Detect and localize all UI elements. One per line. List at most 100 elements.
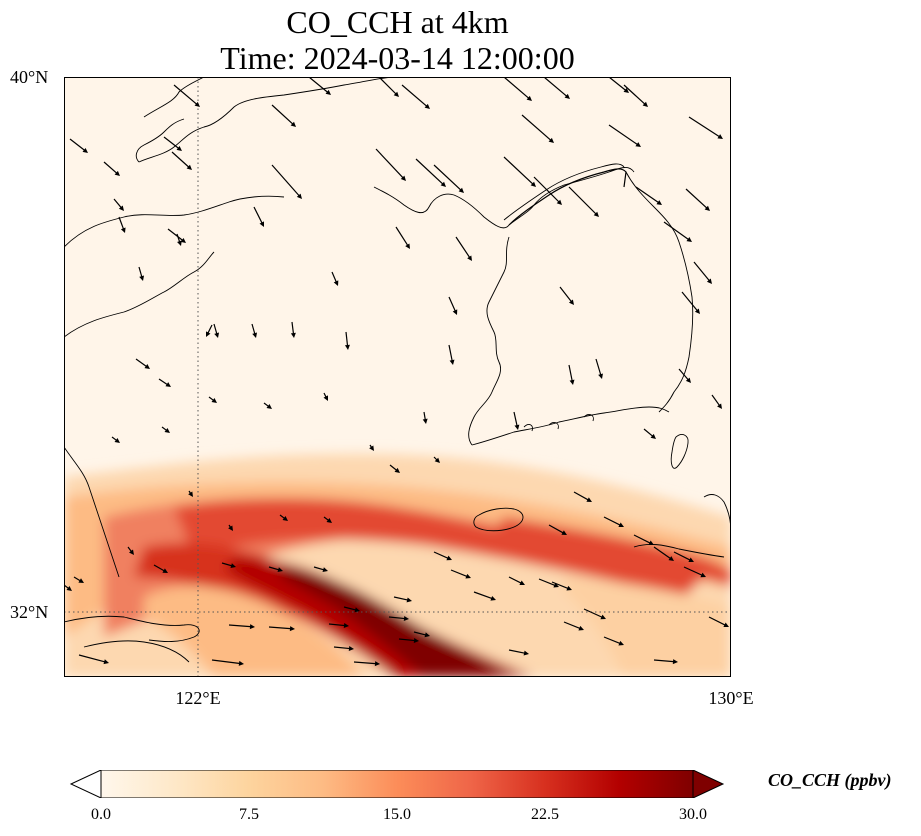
wind-arrow-head [238,660,244,666]
wind-arrow-head [514,424,520,430]
wind-arrow-head [129,549,134,555]
wind-arrow-head [623,87,629,93]
wind-arrow-shaft [551,581,570,590]
wind-arrow-shaft [173,84,199,106]
coastlines [64,77,731,663]
wind-arrow-shaft [398,638,417,642]
wind-arrow-head [593,211,599,217]
wind-arrow-shaft [271,104,295,126]
wind-arrow-head [188,491,193,497]
wind-arrow-shaft [678,368,690,382]
wind-arrow-head [568,299,574,305]
wind-arrow-shaft [543,77,569,98]
wind-arrow-head [120,227,126,233]
colorbar-tick-4: 30.0 [679,806,707,823]
wind-arrow-head [249,624,255,630]
wind-arrow-head [405,243,410,249]
wind-arrow-shaft [393,596,410,601]
wind-arrow-head [519,580,525,585]
lon-label-130e: 130°E [708,688,754,708]
colorbar [69,770,725,798]
wind-arrow-shaft [211,659,242,665]
coast-korea-south [471,406,670,446]
wind-arrow-shaft [433,164,463,192]
wind-arrow-head [214,332,220,338]
coast-yangtze [64,615,200,642]
wind-arrow-shaft [663,221,690,241]
wind-arrow-shaft [548,524,565,535]
wind-arrow-head [277,567,283,573]
wind-arrow-shaft [415,158,445,186]
wind-arrow-head [266,404,272,409]
wind-arrow-head [176,145,182,151]
wind-arrow-head [354,607,360,613]
wind-arrow-head [458,187,464,193]
wind-arrow-shaft [595,358,602,377]
colorbar-extend-high [692,770,725,798]
wind-arrow-head [600,614,606,620]
wind-arrow-shaft [433,551,450,560]
coast-shandong [64,195,285,248]
wind-arrow-head [656,200,662,205]
coast-china-east [64,446,120,578]
wind-arrow-head [668,556,674,561]
wind-arrow-head [635,142,641,147]
wind-arrow-head [343,623,349,628]
wind-arrow-shaft [559,286,573,304]
lon-label-122e: 122°E [175,688,221,708]
wind-arrow-head [290,332,296,338]
wind-arrow-head [333,280,339,286]
wind-arrow-shaft [583,608,604,619]
wind-arrow-shaft [673,551,692,562]
wind-arrow-shaft [455,236,471,259]
colorbar-tick-0: 0.0 [91,806,111,823]
coast-islands-south [523,414,594,432]
wind-arrow-head [618,640,624,646]
wind-arrow-head [230,563,236,569]
wind-arrow-head [688,557,694,562]
wind-arrow-head [326,518,332,523]
wind-arrow-head [490,595,496,601]
wind-arrow-head [406,597,412,603]
wind-arrow-head [467,255,472,261]
wind-arrow-shaft [685,188,709,210]
wind-arrow-shaft [345,331,349,348]
wind-arrow-shaft [353,661,378,665]
wind-arrow-shaft [538,578,557,587]
wind-arrow-head [706,278,712,284]
coast-bohai-inner [135,118,185,163]
wind-arrow-head [252,332,258,338]
map-panel [64,77,731,677]
wind-arrow-shaft [603,516,622,527]
wind-arrow-head [296,193,302,199]
wind-arrow-shaft [388,616,407,620]
wind-arrow-shaft [508,649,527,654]
plume-band-5 [494,517,731,587]
wind-arrow-head [400,175,406,181]
wind-arrow-head [369,445,374,451]
coast-korea-east [625,171,694,413]
wind-arrow-shaft [448,296,457,313]
wind-arrow-shaft [568,186,598,216]
wind-arrow-head [165,382,171,387]
wind-arrow-head [422,418,428,424]
coast-border [508,168,627,226]
wind-arrow-head [374,661,380,667]
wind-arrow-shaft [271,164,301,198]
wind-arrow-head [394,467,400,473]
wind-arrow-head [66,586,72,591]
coast-yangtze-2 [83,640,190,663]
lat-label-32n: 32°N [10,602,49,622]
wind-arrow-shaft [78,654,107,663]
wind-arrow-shaft [253,206,264,225]
coast-korea-west [468,236,510,446]
plume-right-light [564,577,731,677]
wind-arrow-head [717,134,723,139]
wind-arrow-head [566,585,572,591]
wind-arrow-shaft [103,161,119,175]
wind-arrow-head [259,221,264,227]
wind-arrow-head [618,522,624,527]
wind-arrow-head [180,237,186,243]
wind-arrow-head [162,568,168,573]
wind-arrow-shaft [503,77,531,100]
